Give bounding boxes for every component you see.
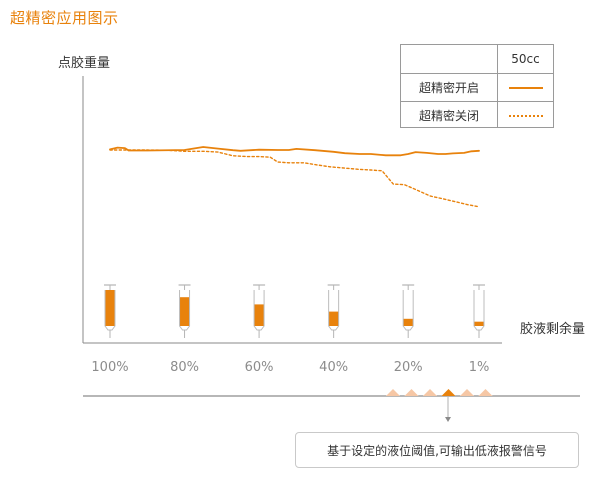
legend: 50cc 超精密开启 超精密关闭	[400, 44, 554, 128]
syringe-glue-fill	[105, 290, 115, 326]
syringe-glue-fill	[179, 297, 190, 326]
x-tick-label: 20%	[394, 360, 423, 375]
pointer-arrow	[445, 417, 451, 422]
ylabel: 点胶重量	[58, 56, 111, 71]
level-marker	[386, 389, 400, 396]
syringe-icon	[104, 284, 116, 338]
syringe-icon	[473, 284, 485, 338]
legend-label-off: 超精密关闭	[418, 109, 479, 123]
syringe-icon	[178, 284, 191, 338]
legend-divider	[497, 45, 498, 127]
legend-header-row: 50cc	[401, 45, 553, 73]
level-marker	[460, 389, 474, 396]
legend-swatch-solid	[509, 87, 543, 89]
legend-label-on: 超精密开启	[418, 81, 479, 95]
syringe-icon	[327, 284, 340, 338]
x-tick-label: 80%	[170, 360, 199, 375]
level-marker-active	[441, 389, 456, 396]
legend-row-on: 超精密开启	[401, 73, 553, 101]
legend-swatch-dotted	[509, 115, 543, 117]
xlabel: 胶液剩余量	[520, 322, 586, 337]
x-tick-label: 40%	[319, 360, 348, 375]
x-tick-label: 100%	[91, 360, 128, 375]
syringe-glue-fill	[403, 318, 414, 326]
level-marker	[423, 389, 437, 396]
legend-row-off: 超精密关闭	[401, 101, 553, 129]
syringe-icon	[253, 284, 266, 338]
series-line-precision-on	[109, 146, 480, 157]
syringe-glue-fill	[328, 311, 339, 326]
level-marker	[478, 389, 493, 396]
x-tick-label: 1%	[469, 360, 490, 375]
legend-header: 50cc	[511, 52, 540, 66]
alarm-notice: 基于设定的液位阈值,可输出低液报警信号	[295, 432, 579, 468]
syringe-glue-fill	[254, 304, 265, 326]
x-tick-label: 60%	[245, 360, 274, 375]
series-line-precision-off	[109, 149, 480, 208]
level-marker	[404, 389, 419, 396]
page-title: 超精密应用图示	[10, 9, 119, 27]
syringe-icon	[402, 284, 415, 338]
syringe-glue-fill	[474, 321, 484, 326]
